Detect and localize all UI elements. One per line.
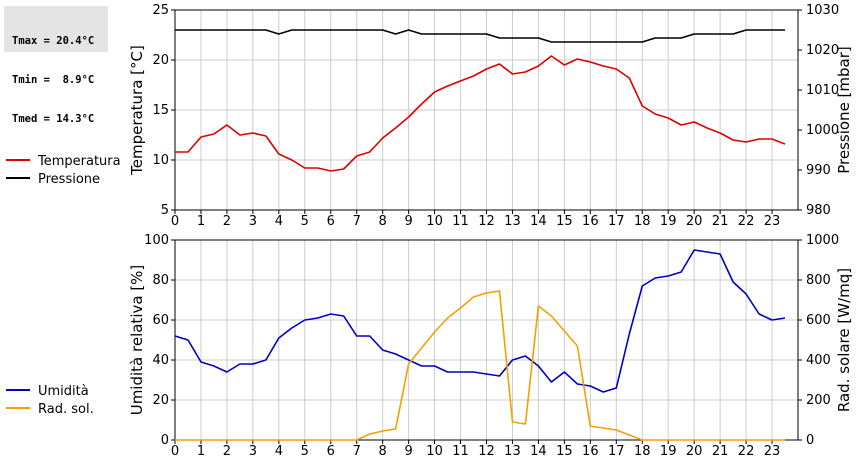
x-tick-label: 18 xyxy=(634,444,651,459)
x-tick-label: 9 xyxy=(404,214,412,229)
x-tick-label: 1 xyxy=(197,214,205,229)
y-tick-label: 0 xyxy=(161,433,169,448)
y-axis-label: Umidità relativa [%] xyxy=(128,265,146,416)
y-tick-label: 20 xyxy=(152,393,169,408)
x-tick-label: 10 xyxy=(426,444,443,459)
y-tick-label: 40 xyxy=(152,353,169,368)
series-line-rad-sol xyxy=(175,290,785,441)
legend-label: Rad. sol. xyxy=(38,402,94,417)
y-tick-label: 25 xyxy=(152,3,169,18)
y2-tick-label: 1000 xyxy=(806,233,839,248)
y2-axis-label: Rad. solare [W/mq] xyxy=(835,268,853,412)
x-tick-label: 11 xyxy=(452,214,469,229)
x-tick-label: 22 xyxy=(738,214,755,229)
plot-frame xyxy=(174,9,799,211)
y-tick-label: 80 xyxy=(152,273,169,288)
x-tick-label: 2 xyxy=(223,214,231,229)
stat-tmed: Tmed = 14.3°C xyxy=(12,113,95,125)
y2-tick-label: 1000 xyxy=(806,123,839,138)
x-tick-label: 11 xyxy=(452,444,469,459)
y-tick-label: 100 xyxy=(144,233,169,248)
series-line-pressione xyxy=(175,29,785,43)
x-tick-label: 4 xyxy=(275,214,283,229)
legend-label: Pressione xyxy=(38,172,100,187)
x-tick-label: 5 xyxy=(301,214,309,229)
y-tick-label: 5 xyxy=(161,203,169,218)
y2-tick-label: 1010 xyxy=(806,83,839,98)
x-tick-label: 7 xyxy=(353,444,361,459)
x-tick-label: 14 xyxy=(530,214,547,229)
x-tick-label: 2 xyxy=(223,444,231,459)
stat-tmin: Tmin = 8.9°C xyxy=(12,74,95,86)
x-tick-label: 4 xyxy=(275,444,283,459)
y2-tick-label: 1030 xyxy=(806,3,839,18)
legend-label: Temperatura xyxy=(37,154,121,169)
x-tick-label: 12 xyxy=(478,214,495,229)
plot-frame xyxy=(174,239,799,441)
x-tick-label: 0 xyxy=(171,444,179,459)
series-line-temperatura xyxy=(175,55,786,172)
y2-tick-label: 980 xyxy=(806,203,831,218)
x-tick-label: 17 xyxy=(608,214,625,229)
y2-tick-label: 400 xyxy=(806,353,831,368)
y-tick-label: 15 xyxy=(152,103,169,118)
y2-axis-label: Pressione [mbar] xyxy=(835,46,853,174)
x-tick-label: 1 xyxy=(197,444,205,459)
y2-tick-label: 600 xyxy=(806,313,831,328)
y2-tick-label: 1020 xyxy=(806,43,839,58)
y2-tick-label: 200 xyxy=(806,393,831,408)
x-tick-label: 9 xyxy=(404,444,412,459)
stats-box: Tmax = 20.4°C Tmin = 8.9°C Tmed = 14.3°C xyxy=(4,6,108,125)
x-tick-label: 18 xyxy=(634,214,651,229)
x-tick-label: 15 xyxy=(556,444,573,459)
stat-tmax: Tmax = 20.4°C xyxy=(12,35,95,47)
x-tick-label: 5 xyxy=(301,444,309,459)
x-tick-label: 12 xyxy=(478,444,495,459)
x-tick-label: 13 xyxy=(504,444,521,459)
x-tick-label: 16 xyxy=(582,444,599,459)
y-axis-label: Temperatura [°C] xyxy=(128,45,146,176)
y-tick-label: 60 xyxy=(152,313,169,328)
x-tick-label: 19 xyxy=(660,444,677,459)
x-tick-label: 6 xyxy=(327,214,335,229)
x-tick-label: 7 xyxy=(353,214,361,229)
x-tick-label: 21 xyxy=(712,444,729,459)
x-tick-label: 10 xyxy=(426,214,443,229)
x-tick-label: 6 xyxy=(327,444,335,459)
legend-label: Umidità xyxy=(38,384,89,399)
x-tick-label: 21 xyxy=(712,214,729,229)
y2-tick-label: 990 xyxy=(806,163,831,178)
y-tick-label: 20 xyxy=(152,53,169,68)
x-tick-label: 23 xyxy=(764,214,781,229)
y-tick-label: 10 xyxy=(152,153,169,168)
series-line-umidit xyxy=(174,249,786,393)
x-tick-label: 19 xyxy=(660,214,677,229)
x-tick-label: 23 xyxy=(764,444,781,459)
y2-tick-label: 0 xyxy=(806,433,814,448)
x-tick-label: 8 xyxy=(379,214,387,229)
x-tick-label: 20 xyxy=(686,214,703,229)
x-tick-label: 8 xyxy=(379,444,387,459)
x-tick-label: 20 xyxy=(686,444,703,459)
x-tick-label: 0 xyxy=(171,214,179,229)
x-tick-label: 17 xyxy=(608,444,625,459)
x-tick-label: 3 xyxy=(249,444,257,459)
x-tick-label: 14 xyxy=(530,444,547,459)
y2-tick-label: 800 xyxy=(806,273,831,288)
x-tick-label: 22 xyxy=(738,444,755,459)
x-tick-label: 16 xyxy=(582,214,599,229)
x-tick-label: 15 xyxy=(556,214,573,229)
x-tick-label: 13 xyxy=(504,214,521,229)
x-tick-label: 3 xyxy=(249,214,257,229)
